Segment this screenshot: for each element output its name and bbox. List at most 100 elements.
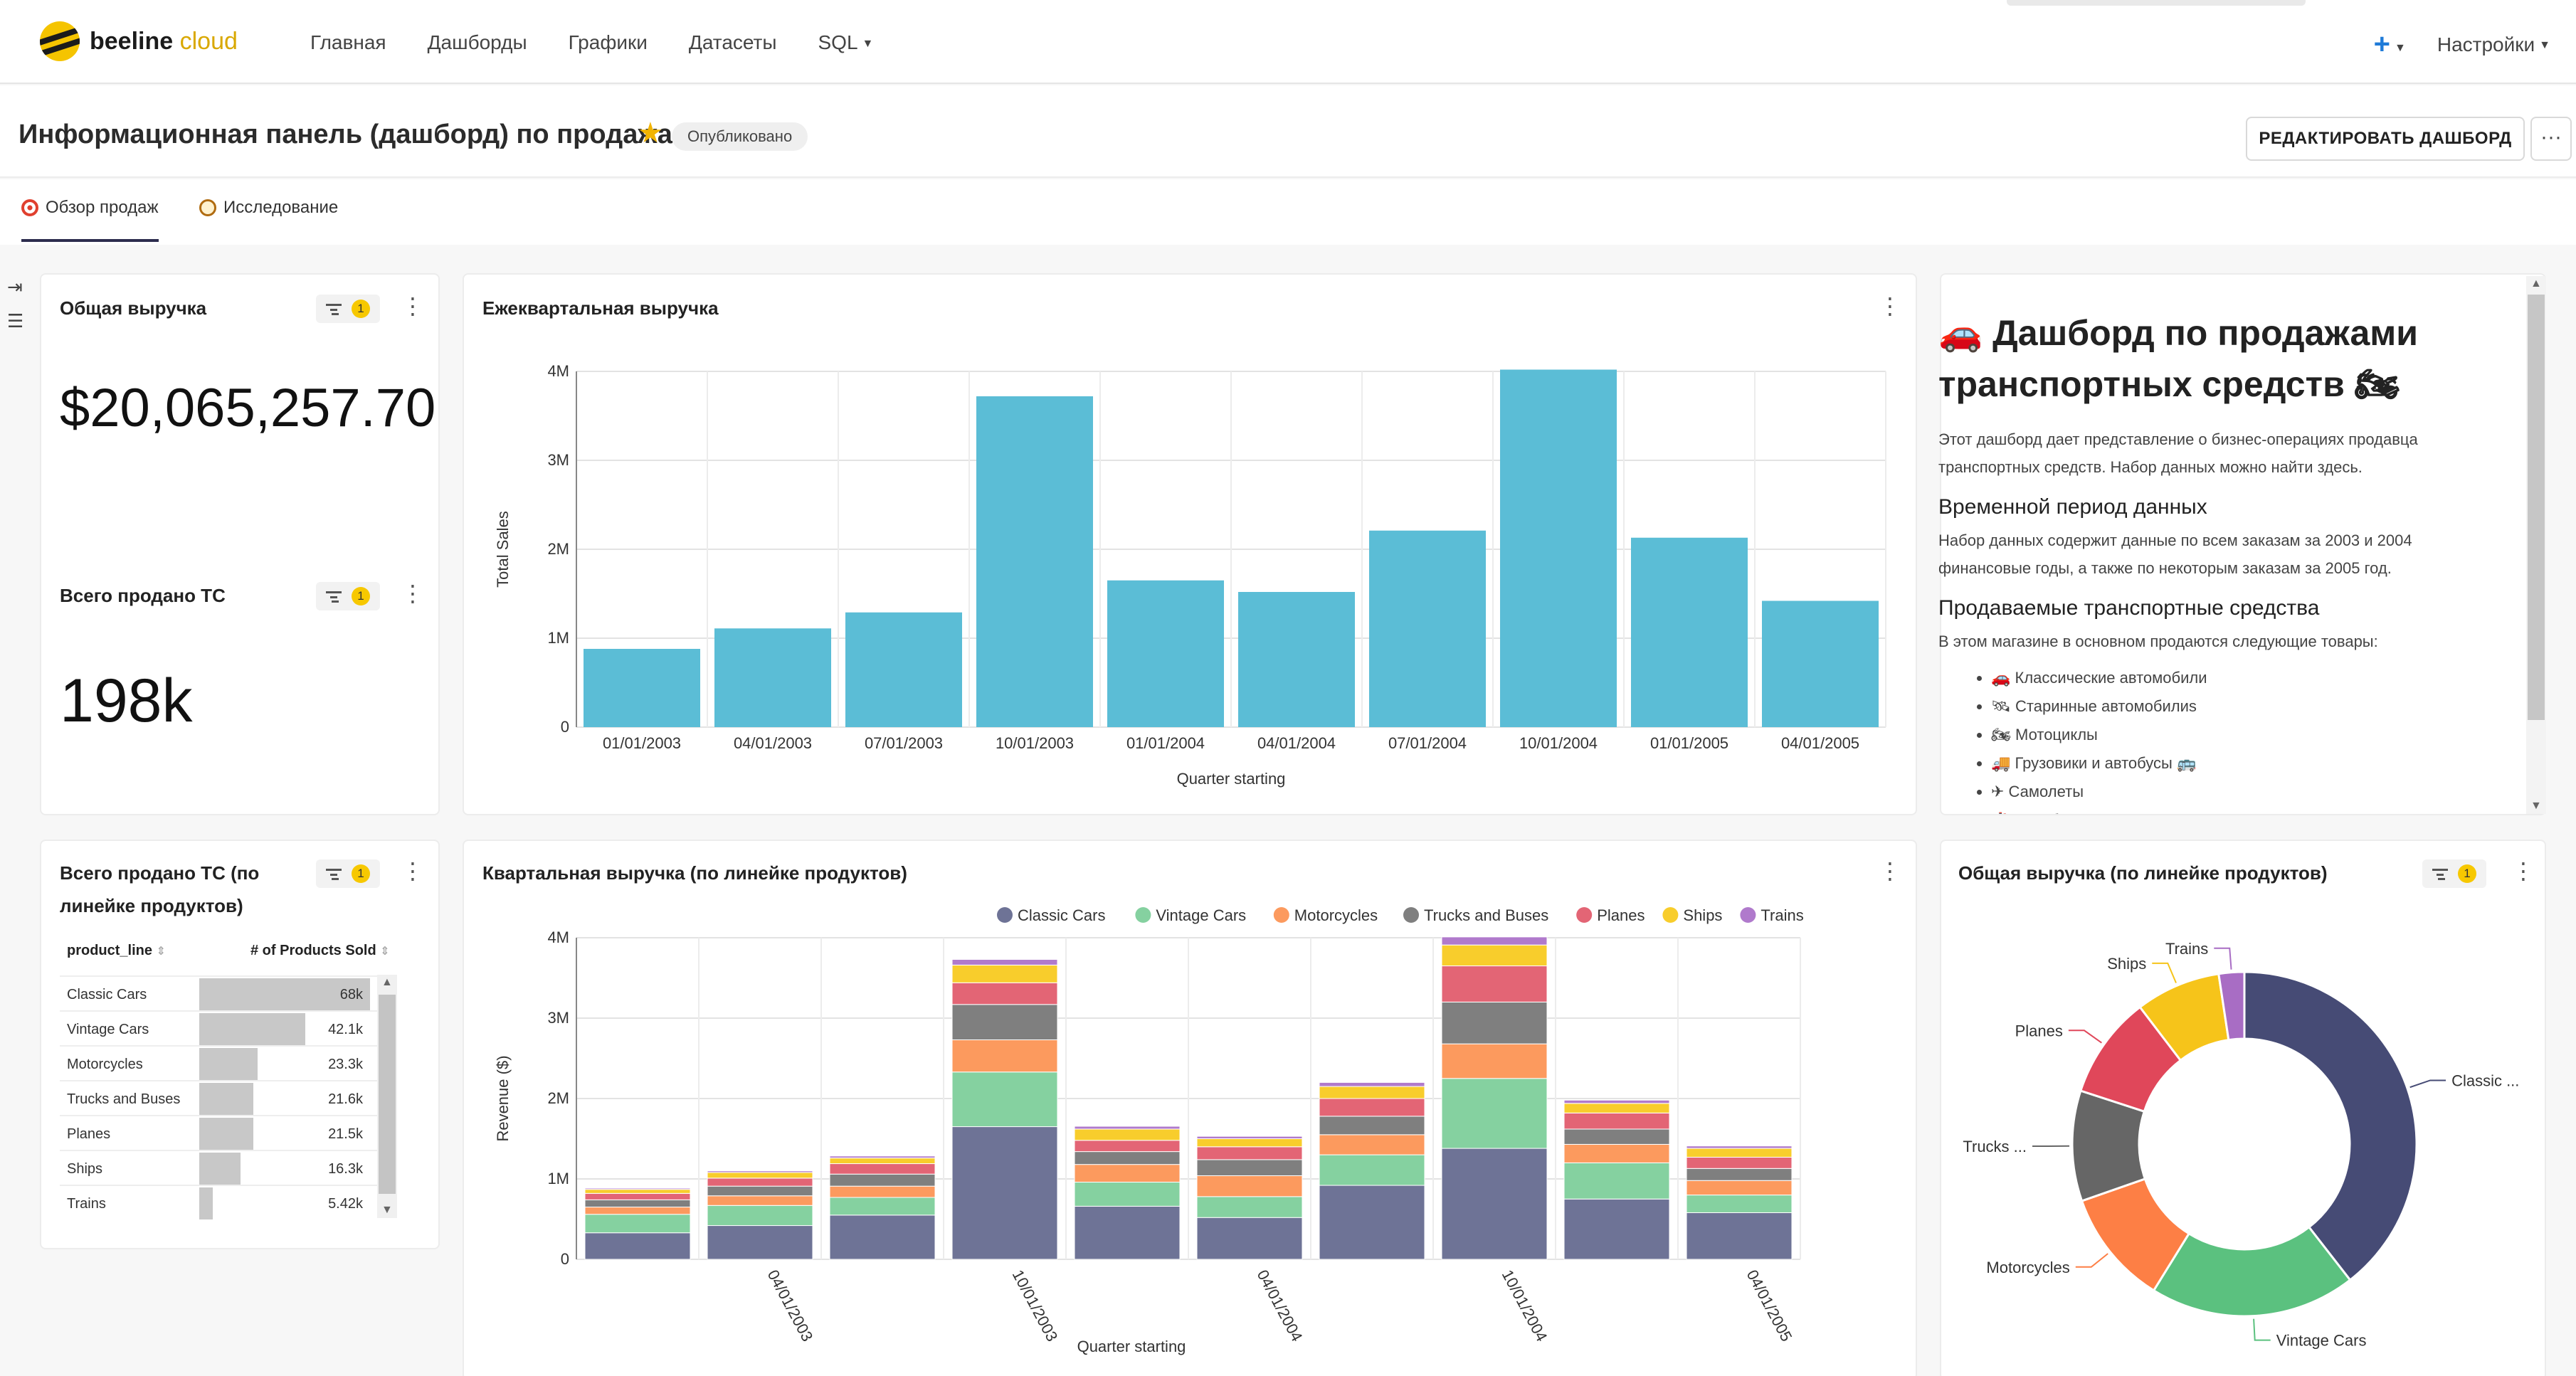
x-tick-label: 10/01/2004 xyxy=(1499,1267,1551,1345)
kpi-total-revenue: $20,065,257.70 xyxy=(60,378,436,438)
compass-icon xyxy=(199,199,216,216)
column-header-product-line[interactable]: product_line ⇕ xyxy=(67,943,166,959)
nav-link-charts[interactable]: Графики xyxy=(568,31,648,53)
nav-link-sql[interactable]: SQL ▼ xyxy=(818,31,873,54)
nav-link-sql-label: SQL xyxy=(818,31,858,53)
top-navbar: beeline cloud Главная Дашборды Графики Д… xyxy=(0,0,2576,84)
toast-shadow xyxy=(2007,0,2306,6)
brand-logo[interactable]: beeline cloud xyxy=(40,21,238,61)
bar-segment xyxy=(1074,1126,1181,1130)
label-leader xyxy=(2253,1318,2271,1341)
table-row[interactable]: Trucks and Buses 21.6k xyxy=(60,1080,397,1115)
bar-segment xyxy=(1441,944,1548,967)
edit-dashboard-button[interactable]: РЕДАКТИРОВАТЬ ДАШБОРД xyxy=(2246,117,2525,161)
sort-icon: ⇕ xyxy=(380,946,390,958)
bar-segment xyxy=(584,1207,691,1215)
table-scrollbar[interactable]: ▲ ▼ xyxy=(377,975,397,1218)
y-tick-label: 0 xyxy=(561,718,569,736)
table-row[interactable]: Classic Cars 68k xyxy=(60,975,397,1010)
legend-label: Trucks and Buses xyxy=(1424,906,1548,924)
filter-icon xyxy=(326,302,342,315)
expand-sidebar-icon[interactable]: ⇥ xyxy=(7,276,23,297)
bar-segment xyxy=(1686,1195,1793,1213)
row-label: Motorcycles xyxy=(67,1057,143,1072)
legend-label: Trains xyxy=(1761,906,1803,924)
paragraph-line: Этот дашборд дает представление о бизнес… xyxy=(1938,430,2418,448)
nav-link-home[interactable]: Главная xyxy=(310,31,386,53)
more-options-button[interactable]: ··· xyxy=(2530,117,2572,161)
nav-link-datasets[interactable]: Датасеты xyxy=(688,31,777,53)
card-menu-icon[interactable]: ⋮ xyxy=(1879,293,1901,319)
bar-segment xyxy=(1563,1099,1670,1104)
scrollbar-thumb[interactable] xyxy=(379,995,396,1194)
scrollbar-thumb[interactable] xyxy=(2528,295,2545,720)
bar-segment xyxy=(1686,1168,1793,1181)
bar-segment xyxy=(1686,1145,1793,1149)
table-row[interactable]: Ships 16.3k xyxy=(60,1150,397,1185)
dashboard-header: Информационная панель (дашборд) по прода… xyxy=(0,85,2576,178)
dashboard-tabs: Обзор продаж Исследование xyxy=(0,179,2576,245)
row-label: Vintage Cars xyxy=(67,1022,149,1037)
filter-count-badge: 1 xyxy=(352,864,370,883)
x-tick-label: 04/01/2003 xyxy=(734,734,812,752)
list-item: ✈ Самолеты xyxy=(1991,778,2515,806)
x-axis-label: Quarter starting xyxy=(1177,770,1286,788)
bar-segment xyxy=(1196,1159,1303,1176)
bar-segment xyxy=(1196,1136,1303,1139)
x-tick-label: 04/01/2004 xyxy=(1257,734,1336,752)
card-menu-icon[interactable]: ⋮ xyxy=(401,293,424,319)
x-tick-label: 01/01/2004 xyxy=(1126,734,1205,752)
bar-segment xyxy=(1074,1164,1181,1183)
slice-label: Classic ... xyxy=(2451,1071,2519,1089)
scroll-down-icon[interactable]: ▼ xyxy=(381,1204,393,1216)
bar xyxy=(584,649,700,727)
filter-indicator[interactable]: 1 xyxy=(316,295,380,323)
x-tick-label: 10/01/2003 xyxy=(1009,1267,1062,1345)
filter-panel-icon[interactable]: ☰ xyxy=(7,310,24,332)
legend-item: Classic Cars xyxy=(997,906,1105,924)
bar-segment xyxy=(707,1195,813,1206)
markdown-scrollbar[interactable]: ▲ ▼ xyxy=(2526,276,2546,814)
table-row[interactable]: Trains 5.42k xyxy=(60,1185,397,1219)
filter-indicator[interactable]: 1 xyxy=(316,582,380,610)
bar-segment xyxy=(584,1192,691,1200)
slice-label: Trucks ... xyxy=(1963,1138,2027,1155)
filter-indicator[interactable]: 1 xyxy=(316,859,380,888)
bar xyxy=(1369,530,1486,727)
bar-segment xyxy=(707,1172,813,1179)
create-new-button[interactable]: + ▼ xyxy=(2374,28,2406,60)
bar-segment xyxy=(1319,1116,1425,1136)
brand-suffix: cloud xyxy=(179,27,238,55)
card-menu-icon[interactable]: ⋮ xyxy=(401,858,424,884)
y-tick-label: 3M xyxy=(547,1009,569,1027)
bar-segment xyxy=(1441,936,1548,946)
filter-indicator[interactable]: 1 xyxy=(2422,859,2486,888)
card-menu-icon[interactable]: ⋮ xyxy=(2512,858,2535,884)
tab-exploration[interactable]: Исследование xyxy=(199,198,338,239)
favorite-star-icon[interactable]: ★ xyxy=(638,117,663,149)
settings-menu[interactable]: Настройки ▼ xyxy=(2437,33,2550,56)
column-header-products-sold[interactable]: # of Products Sold ⇕ xyxy=(250,943,390,959)
bar-segment xyxy=(1196,1138,1303,1148)
goods-list: 🚗 Классические автомобили 🛰 Старинные ав… xyxy=(1991,664,2515,814)
tab-sales-overview[interactable]: Обзор продаж xyxy=(21,198,159,242)
legend-item: Vintage Cars xyxy=(1135,906,1246,924)
table-row[interactable]: Motorcycles 23.3k xyxy=(60,1045,397,1080)
scroll-up-icon[interactable]: ▲ xyxy=(381,976,393,988)
bar-segment xyxy=(829,1163,936,1175)
nav-link-dashboards[interactable]: Дашборды xyxy=(427,31,527,53)
table-row[interactable]: Planes 21.5k xyxy=(60,1115,397,1150)
card-menu-icon[interactable]: ⋮ xyxy=(1879,858,1901,884)
bar-segment xyxy=(829,1155,936,1159)
bar-segment xyxy=(829,1185,936,1198)
scroll-down-icon[interactable]: ▼ xyxy=(2530,800,2542,812)
table-row[interactable]: Vintage Cars 42.1k xyxy=(60,1010,397,1045)
bar-segment xyxy=(1074,1182,1181,1207)
scroll-up-icon[interactable]: ▲ xyxy=(2530,277,2542,290)
row-label: Ships xyxy=(67,1161,103,1177)
filter-icon xyxy=(2432,867,2448,880)
card-title-sold-by-line-1: Всего продано ТС (по xyxy=(60,862,260,884)
bar-segment xyxy=(1686,1180,1793,1196)
markdown-subheading-period: Временной период данных xyxy=(1938,495,2207,519)
card-menu-icon[interactable]: ⋮ xyxy=(401,581,424,606)
